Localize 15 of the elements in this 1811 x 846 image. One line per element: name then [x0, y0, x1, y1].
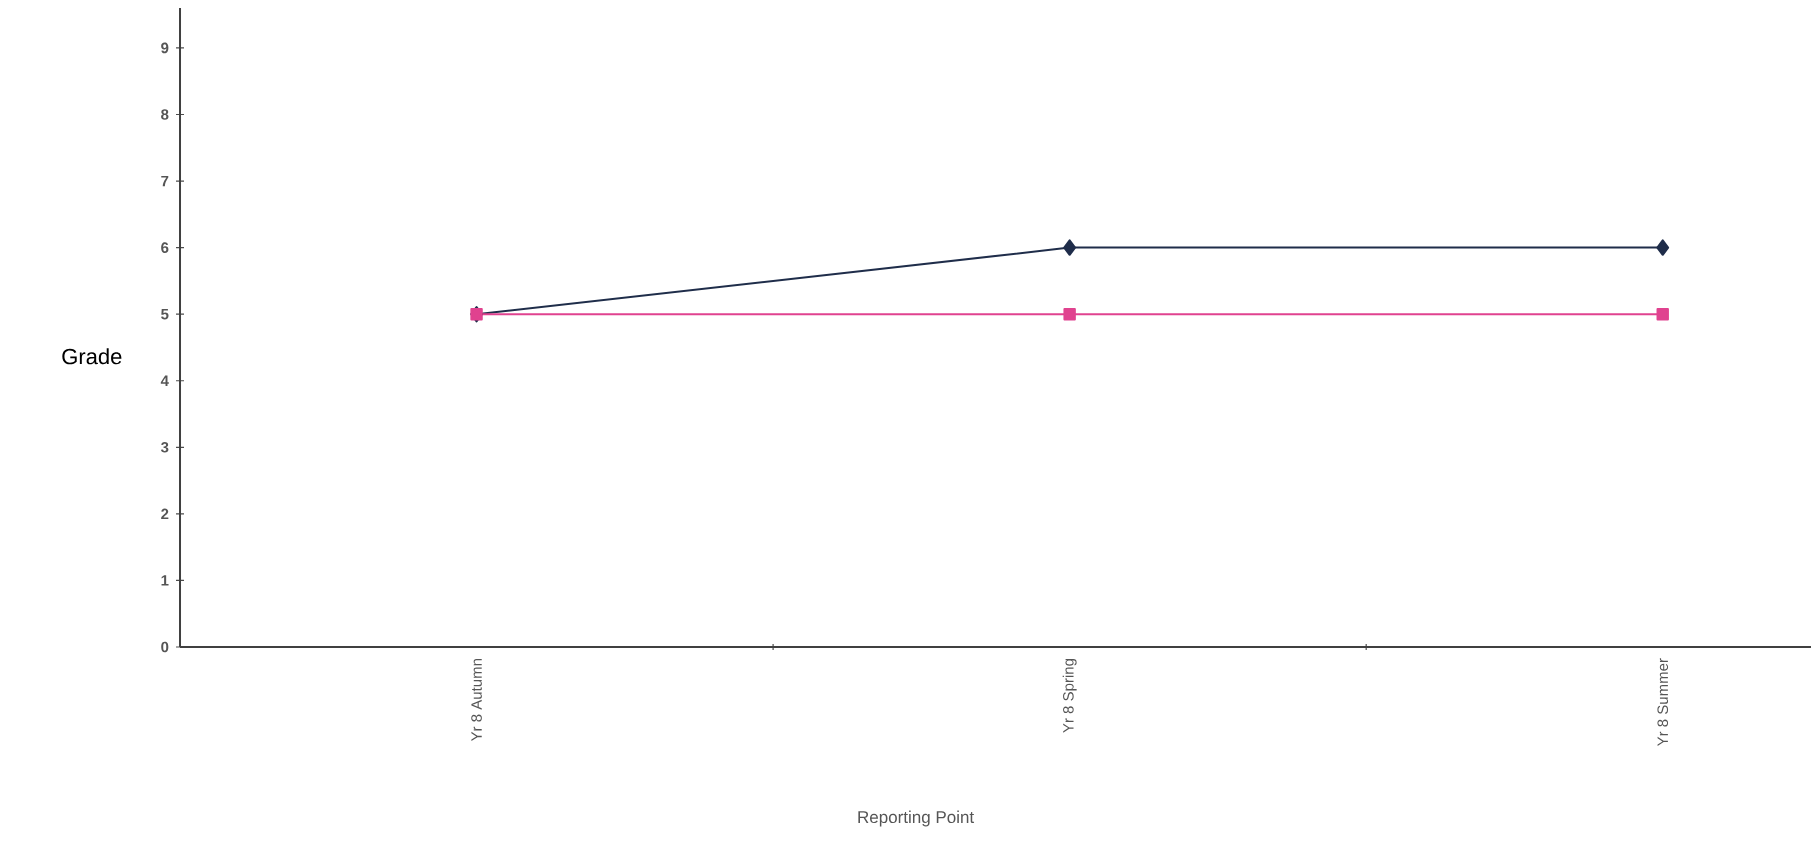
y-tick-label: 9: [161, 42, 169, 54]
y-tick-label: 7: [161, 175, 169, 187]
x-tick-label: Yr 8 Autumn: [471, 659, 482, 742]
x-tick-label: Yr 8 Summer: [1657, 658, 1669, 747]
y-tick-label: 4: [160, 375, 169, 386]
y-tick-label: 0: [161, 641, 169, 653]
y-tick-label: 6: [161, 242, 169, 253]
y-tick-label: 2: [161, 508, 169, 520]
y-tick-label: 1: [161, 575, 169, 586]
y-tick-label: 8: [161, 109, 169, 120]
y-axis-title: Grade: [62, 348, 122, 365]
x-tick-label: Yr 8 Spring: [1062, 659, 1077, 733]
y-tick-label: 3: [160, 441, 169, 453]
x-axis-title: Reporting Point: [858, 810, 975, 827]
y-tick-label: 5: [161, 308, 169, 320]
